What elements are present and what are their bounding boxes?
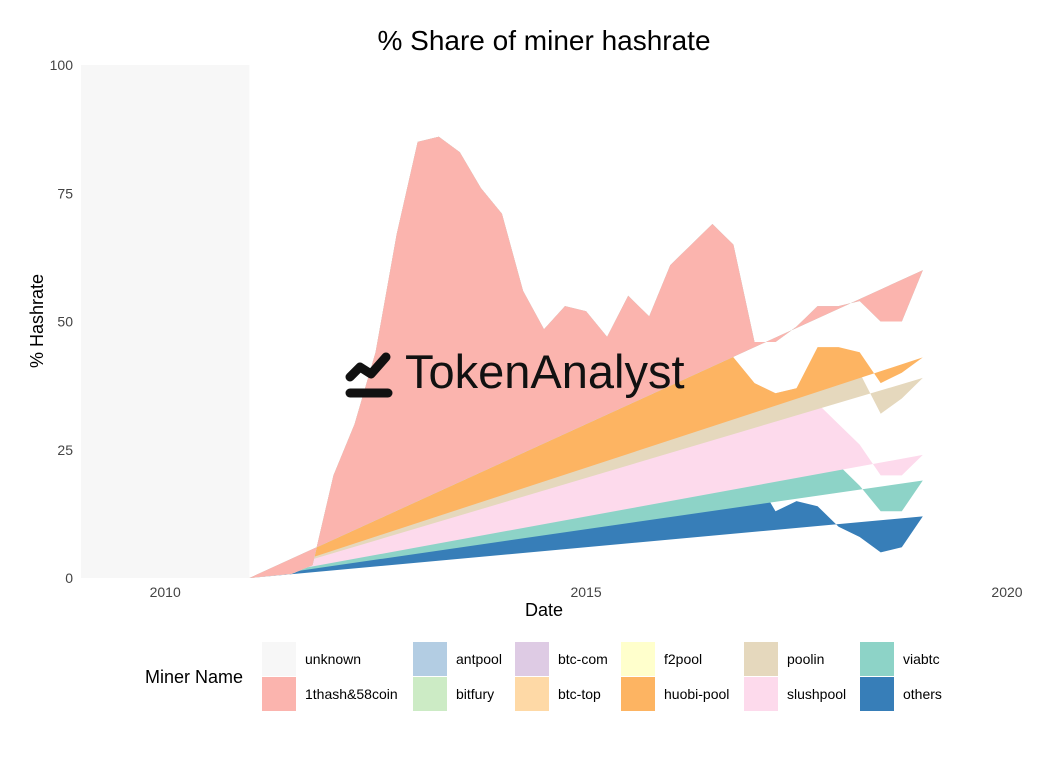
legend-label: antpool: [456, 651, 502, 667]
legend-label: unknown: [305, 651, 361, 667]
legend-swatch: [515, 677, 549, 711]
legend-label: others: [903, 686, 942, 702]
legend-label: slushpool: [787, 686, 846, 702]
x-axis-label: Date: [525, 600, 563, 620]
y-tick-label: 0: [65, 570, 73, 586]
legend-label: huobi-pool: [664, 686, 729, 702]
legend-label: btc-com: [558, 651, 608, 667]
legend-label: 1thash&58coin: [305, 686, 398, 702]
y-tick-label: 50: [57, 314, 73, 330]
watermark-text: TokenAnalyst: [405, 345, 685, 398]
area-unknown-early: [81, 65, 250, 578]
legend-swatch: [413, 677, 447, 711]
y-tick-label: 25: [57, 442, 73, 458]
chart-title: % Share of miner hashrate: [377, 25, 710, 56]
y-axis-label: % Hashrate: [27, 274, 47, 368]
legend-label: btc-top: [558, 686, 601, 702]
watermark: TokenAnalyst: [345, 345, 685, 398]
legend: unknown 1thash&58coin antpool bitfury btc-co…: [262, 642, 942, 711]
legend-swatch: [413, 642, 447, 676]
legend-swatch: [621, 642, 655, 676]
legend-label: viabtc: [903, 651, 940, 667]
y-tick-label: 100: [50, 57, 74, 73]
area-1thash-58coin: [249, 136, 923, 579]
legend-swatch: [744, 642, 778, 676]
x-tick-label: 2015: [571, 584, 602, 600]
x-tick-label: 2020: [991, 584, 1022, 600]
legend-label: f2pool: [664, 651, 702, 667]
x-axis-ticks: 2010 2015 2020: [150, 584, 1023, 600]
legend-title: Miner Name: [145, 667, 243, 687]
legend-swatch: [262, 677, 296, 711]
y-tick-label: 75: [57, 185, 73, 201]
legend-swatch: [262, 642, 296, 676]
legend-label: poolin: [787, 651, 824, 667]
legend-swatch: [515, 642, 549, 676]
legend-label: bitfury: [456, 686, 494, 702]
legend-swatch: [860, 642, 894, 676]
legend-swatch: [621, 677, 655, 711]
legend-swatch: [744, 677, 778, 711]
stacked-areas: [81, 65, 923, 579]
y-axis-ticks: 0 25 50 75 100: [50, 57, 74, 586]
x-tick-label: 2010: [150, 584, 181, 600]
tokenanalyst-logo-icon: [345, 352, 393, 398]
legend-swatch: [860, 677, 894, 711]
